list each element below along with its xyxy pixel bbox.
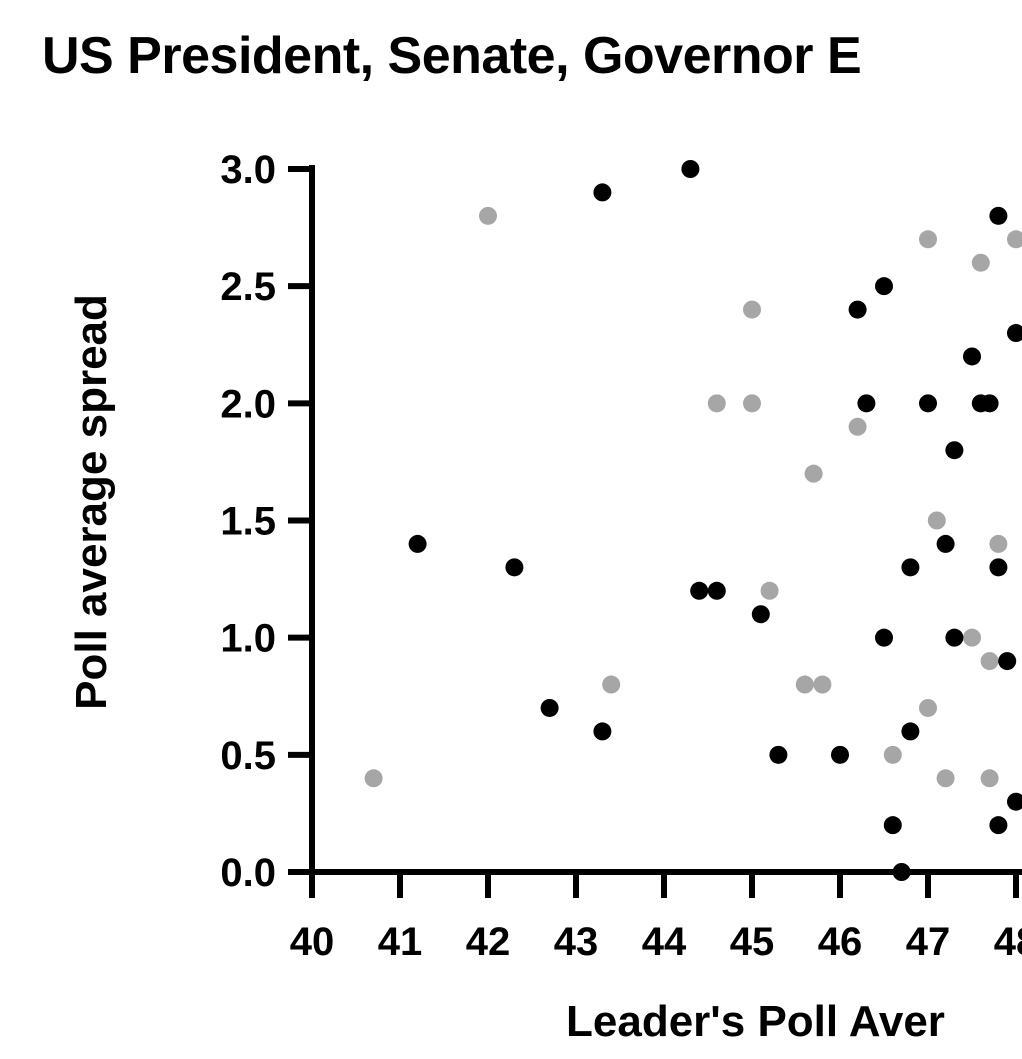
scatter-point xyxy=(980,394,999,413)
x-axis-label: Leader's Poll Aver xyxy=(566,997,945,1046)
scatter-point xyxy=(945,628,964,647)
x-tick-label: 46 xyxy=(818,920,863,964)
scatter-point xyxy=(936,769,955,788)
scatter-point xyxy=(945,441,964,460)
scatter-point xyxy=(1007,792,1022,811)
scatter-point xyxy=(479,206,497,225)
scatter-point xyxy=(602,675,621,694)
scatter-point xyxy=(971,253,990,272)
scatter-point xyxy=(857,394,876,413)
scatter-point xyxy=(769,745,788,764)
scatter-point xyxy=(751,605,770,624)
scatter-point xyxy=(505,558,524,577)
data-points-layer xyxy=(364,160,1022,881)
x-tick-label: 43 xyxy=(554,920,599,964)
axes-layer xyxy=(309,165,1022,875)
scatter-point xyxy=(707,581,726,600)
scatter-point xyxy=(875,277,893,296)
x-tick-label: 47 xyxy=(906,920,951,964)
y-tick-label: 0.5 xyxy=(220,734,276,778)
x-tick-label: 41 xyxy=(378,920,423,964)
scatter-point xyxy=(848,417,867,436)
scatter-point xyxy=(936,534,955,553)
scatter-point xyxy=(690,581,709,600)
y-tick-label: 3.0 xyxy=(220,148,276,192)
scatter-point xyxy=(743,300,761,319)
scatter-point xyxy=(927,511,946,530)
scatter-point xyxy=(681,160,700,178)
scatter-point xyxy=(813,675,832,694)
x-tick-label: 40 xyxy=(290,920,335,964)
y-ticks-layer: 0.0 0.5 1.0 1.5 2.0 2.5 3.0 xyxy=(220,148,312,895)
scatter-point xyxy=(883,816,902,835)
scatter-point xyxy=(593,722,612,741)
scatter-point xyxy=(919,230,937,249)
scatter-point xyxy=(831,745,849,764)
x-tick-label: 42 xyxy=(466,920,511,964)
scatter-point xyxy=(848,300,867,319)
x-tick-label: 45 xyxy=(730,920,775,964)
scatter-point xyxy=(883,745,902,764)
scatter-point xyxy=(540,698,559,717)
scatter-point xyxy=(989,816,1008,835)
y-tick-label: 0.0 xyxy=(220,851,276,895)
scatter-point xyxy=(795,675,814,694)
scatter-point xyxy=(901,558,920,577)
scatter-point xyxy=(989,206,1008,225)
scatter-point xyxy=(804,464,823,483)
y-tick-label: 2.0 xyxy=(220,382,276,426)
scatter-point xyxy=(1007,230,1022,249)
scatter-point xyxy=(875,628,893,647)
scatter-point xyxy=(989,558,1008,577)
scatter-point xyxy=(743,394,761,413)
scatter-point xyxy=(707,394,726,413)
scatter-point xyxy=(1007,324,1022,343)
scatter-point xyxy=(901,722,920,741)
scatter-point xyxy=(980,652,999,671)
y-tick-label: 1.5 xyxy=(220,500,276,544)
scatter-point xyxy=(998,652,1017,671)
scatter-point xyxy=(963,628,981,647)
chart-title: US President, Senate, Governor E xyxy=(42,27,862,85)
x-tick-label: 48 xyxy=(994,920,1022,964)
scatter-point xyxy=(364,769,383,788)
y-tick-label: 2.5 xyxy=(220,265,276,309)
y-axis-label: Poll average spread xyxy=(67,294,116,710)
scatter-point xyxy=(919,698,937,717)
scatter-point xyxy=(760,581,779,600)
y-tick-label: 1.0 xyxy=(220,617,276,661)
scatter-point xyxy=(408,534,427,553)
x-ticks-layer: 40 41 42 43 44 45 46 47 48 xyxy=(290,872,1022,964)
scatter-point xyxy=(980,769,999,788)
scatter-point xyxy=(989,534,1008,553)
scatter-point xyxy=(963,347,981,366)
x-tick-label: 44 xyxy=(642,920,687,964)
scatter-point xyxy=(593,183,612,202)
scatter-point xyxy=(919,394,937,413)
